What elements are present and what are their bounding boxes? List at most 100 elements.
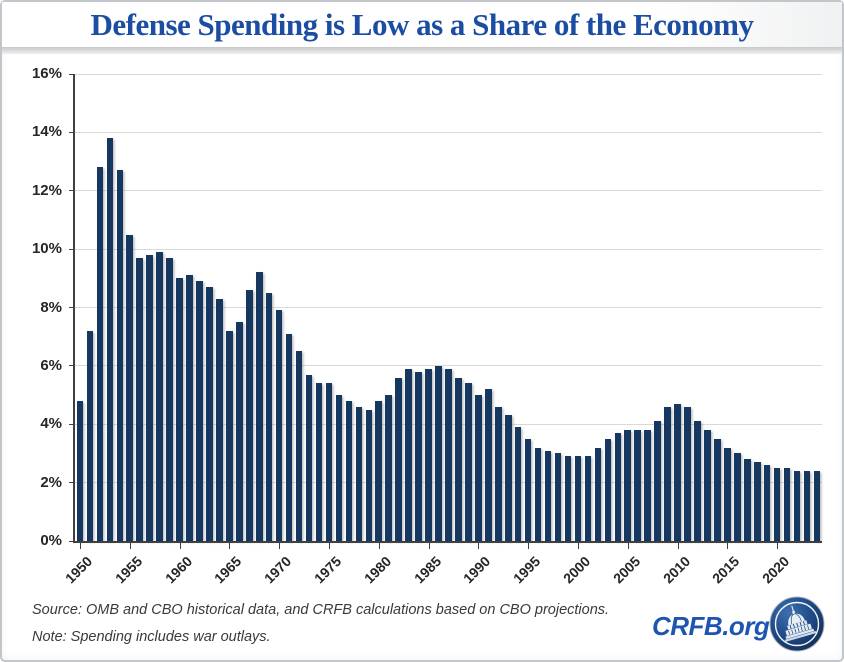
bar-2006 <box>634 430 641 541</box>
y-axis-tick-10% <box>69 248 74 250</box>
bar-1966 <box>236 322 243 541</box>
bar-2019 <box>763 465 771 541</box>
x-axis-tick-1980 <box>378 543 380 549</box>
y-axis-label-12%: 12% <box>31 181 62 199</box>
y-axis-tick-0% <box>69 540 74 542</box>
x-axis-label-2005: 2005 <box>609 553 644 587</box>
bar-1985 <box>425 368 432 541</box>
bar-2007 <box>644 430 651 541</box>
bar-1959 <box>166 257 173 541</box>
x-axis-tick-2020 <box>777 543 779 549</box>
bar-1978 <box>355 406 363 541</box>
bar-1996 <box>534 447 542 541</box>
bar-1955 <box>126 234 134 541</box>
bar-1994 <box>514 427 522 541</box>
bar-1993 <box>504 415 512 541</box>
y-axis-label-10%: 10% <box>31 240 62 258</box>
bar-1957 <box>146 254 153 541</box>
bar-2020 <box>773 468 781 541</box>
bar-1995 <box>524 438 532 541</box>
y-axis-label-16%: 16% <box>31 65 62 82</box>
bar-1968 <box>255 272 263 541</box>
bar-2012 <box>694 421 701 541</box>
x-axis-tick-1985 <box>428 543 430 549</box>
defense-spending-bar-chart: 0% 2% 4% 6% 8% 10% 12% 14% 16% 1950 1955 1960 1965 19… <box>2 54 844 599</box>
x-axis-label-2000: 2000 <box>559 553 594 587</box>
bar-1997 <box>544 450 552 541</box>
title-band: Defense Spending is Low as a Share of th… <box>2 2 842 47</box>
bar-2010 <box>674 403 681 541</box>
bar-1998 <box>554 453 562 541</box>
bar-2024 <box>813 470 821 541</box>
bar-1983 <box>405 368 412 541</box>
bar-2018 <box>753 462 761 541</box>
y-axis-label-14%: 14% <box>31 123 62 141</box>
bar-2023 <box>803 470 811 541</box>
x-axis-label-2010: 2010 <box>659 553 693 587</box>
bar-2021 <box>783 468 791 541</box>
x-axis-label-1965: 1965 <box>211 553 245 587</box>
bar-1987 <box>445 368 452 541</box>
gridline-6% <box>75 365 822 367</box>
bar-2022 <box>793 470 801 541</box>
source-note: Source: OMB and CBO historical data, and… <box>32 602 610 618</box>
bar-1953 <box>106 138 114 541</box>
bar-1984 <box>415 371 422 541</box>
x-axis-tick-1975 <box>328 543 330 549</box>
bar-2011 <box>684 406 691 541</box>
bar-1986 <box>435 365 442 541</box>
bar-1981 <box>385 395 392 541</box>
bar-2003 <box>604 438 612 541</box>
bar-1988 <box>455 377 462 541</box>
bar-1964 <box>216 298 223 541</box>
bar-2001 <box>584 456 592 541</box>
y-axis-label-4%: 4% <box>40 415 62 433</box>
x-axis-label-1950: 1950 <box>61 553 96 587</box>
gridline-12% <box>75 190 822 192</box>
bar-1982 <box>395 377 402 541</box>
bar-2015 <box>724 447 731 541</box>
x-axis-tick-2005 <box>627 543 629 549</box>
bar-2014 <box>714 438 721 541</box>
x-axis-tick-2010 <box>677 543 679 549</box>
x-axis-tick-1950 <box>79 543 81 549</box>
x-axis-line <box>73 541 822 543</box>
bar-1954 <box>116 170 124 541</box>
y-axis-tick-8% <box>69 307 74 308</box>
bar-1962 <box>196 281 203 541</box>
x-axis-label-1990: 1990 <box>460 553 494 587</box>
bar-1969 <box>265 292 273 541</box>
bar-2000 <box>574 456 582 541</box>
x-axis-label-1985: 1985 <box>410 553 444 587</box>
y-axis-label-2%: 2% <box>40 473 62 491</box>
bar-1977 <box>345 400 353 541</box>
bar-1979 <box>365 409 373 541</box>
bar-1960 <box>176 278 183 541</box>
bar-2009 <box>664 406 671 541</box>
crfb-wordmark: CRFB.org <box>652 611 770 641</box>
capitol-building-logo-icon <box>769 596 825 652</box>
bar-1975 <box>325 383 333 541</box>
bar-1951 <box>86 330 94 541</box>
y-axis-label-8%: 8% <box>40 298 62 316</box>
bar-1989 <box>465 383 472 541</box>
bar-1974 <box>315 383 323 541</box>
y-axis-tick-16% <box>69 73 74 75</box>
bar-1999 <box>564 456 572 541</box>
bar-1961 <box>186 275 193 541</box>
bar-2005 <box>624 430 632 541</box>
bar-1956 <box>136 257 143 541</box>
bar-1992 <box>495 406 502 541</box>
bar-1971 <box>285 333 293 541</box>
bar-1991 <box>485 389 492 541</box>
bar-1972 <box>295 351 303 541</box>
x-axis-tick-1990 <box>478 543 480 549</box>
x-axis-label-1970: 1970 <box>261 553 295 587</box>
bar-1963 <box>206 287 213 541</box>
gridline-16% <box>75 73 822 75</box>
x-axis-label-1955: 1955 <box>111 553 146 587</box>
gridline-14% <box>75 131 822 133</box>
bar-2002 <box>594 447 602 541</box>
x-axis-label-1960: 1960 <box>161 553 195 587</box>
bar-1965 <box>226 330 233 541</box>
